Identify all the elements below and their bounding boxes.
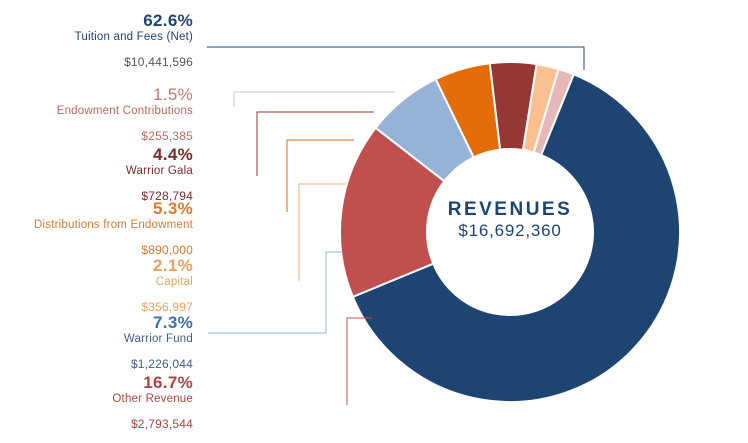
legend-label-warrior-fund: Warrior Fund xyxy=(123,333,193,345)
legend-amount-warrior-fund: $1,226,044 xyxy=(130,356,193,371)
leader-line-tuition xyxy=(207,46,585,70)
legend-amount-tuition: $10,441,596 xyxy=(124,54,193,69)
legend-item-capital: 2.1% Capital $356,997 xyxy=(141,257,193,313)
legend-label-other-revenue: Other Revenue xyxy=(112,393,193,405)
leader-line-warrior-fund xyxy=(208,251,343,334)
leader-line-endowment-contributions xyxy=(233,91,395,107)
legend-item-warrior-gala: 4.4% Warrior Gala $728,794 xyxy=(126,146,193,202)
legend-percent-tuition: 62.6% xyxy=(143,11,193,30)
legend-item-warrior-fund: 7.3% Warrior Fund $1,226,044 xyxy=(124,314,193,370)
legend-percent-endowment-contributions: 1.5% xyxy=(153,85,193,104)
legend-item-distributions: 5.3% Distributions from Endowment $890,0… xyxy=(34,200,193,256)
legend-amount-endowment-contributions: $255,385 xyxy=(141,128,193,143)
legend-label-warrior-gala: Warrior Gala xyxy=(125,165,193,177)
legend-label-endowment-contributions: Endowment Contributions xyxy=(56,105,193,117)
legend-item-endowment-contributions: 1.5% Endowment Contributions $255,385 xyxy=(57,86,193,142)
donut-slice-endowment-contributions xyxy=(532,67,575,157)
legend-label-distributions: Distributions from Endowment xyxy=(34,219,193,231)
leader-line-distributions xyxy=(286,139,354,212)
legend-amount-warrior-gala: $728,794 xyxy=(141,188,193,203)
legend-percent-distributions: 5.3% xyxy=(153,199,193,218)
legend-label-tuition: Tuition and Fees (Net) xyxy=(74,31,193,43)
legend-amount-other-revenue: $2,793,544 xyxy=(130,416,193,431)
legend-label-capital: Capital xyxy=(155,276,193,288)
legend-amount-capital: $356,997 xyxy=(141,299,193,314)
leader-line-warrior-gala xyxy=(256,111,374,176)
legend-item-other-revenue: 16.7% Other Revenue $2,793,544 xyxy=(112,374,193,430)
leader-line-other-revenue xyxy=(346,317,372,405)
legend-percent-warrior-gala: 4.4% xyxy=(153,145,193,164)
legend-percent-other-revenue: 16.7% xyxy=(143,373,193,392)
donut-slice-other-revenue xyxy=(339,126,446,299)
chart-title: REVENUES xyxy=(447,199,573,220)
leader-line-capital xyxy=(298,183,346,281)
chart-total: $16,692,360 xyxy=(458,221,562,240)
legend-percent-capital: 2.1% xyxy=(153,256,193,275)
donut-slice-tuition xyxy=(351,73,681,403)
legend-percent-warrior-fund: 7.3% xyxy=(153,313,193,332)
legend-item-tuition: 62.6% Tuition and Fees (Net) $10,441,596 xyxy=(75,12,193,68)
legend-amount-distributions: $890,000 xyxy=(141,242,193,257)
